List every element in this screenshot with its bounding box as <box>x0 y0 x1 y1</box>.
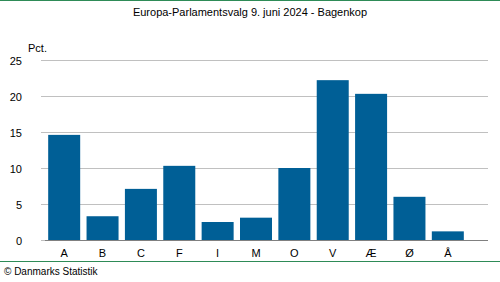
bar <box>202 222 234 240</box>
y-tick-label: 0 <box>16 235 22 247</box>
x-tick-label: M <box>251 247 260 259</box>
title: Europa-Parlamentsvalg 9. juni 2024 - Bag… <box>133 6 367 18</box>
bar <box>48 135 80 240</box>
x-tick-label: Å <box>444 247 452 259</box>
grid-line <box>45 240 488 241</box>
y-tick-label: 15 <box>10 127 22 139</box>
bar <box>355 94 387 240</box>
x-tick-label: Æ <box>366 247 377 259</box>
y-tick-label: 25 <box>10 55 22 67</box>
x-tick-label: A <box>61 247 69 259</box>
x-tick-label: Ø <box>405 247 414 259</box>
frame-bottom <box>0 261 500 262</box>
grid-line <box>45 96 488 97</box>
grid-line <box>45 132 488 133</box>
bar <box>393 197 425 240</box>
frame-top <box>0 0 500 1</box>
bar <box>240 218 272 240</box>
x-tick-label: O <box>290 247 299 259</box>
y-tick <box>41 240 45 241</box>
x-tick-label: I <box>216 247 219 259</box>
grid-line <box>45 168 488 169</box>
y-tick-label: 5 <box>16 199 22 211</box>
chart-svg: Europa-Parlamentsvalg 9. juni 2024 - Bag… <box>0 0 500 282</box>
source-note: © Danmarks Statistik <box>4 266 99 277</box>
y-tick <box>41 60 45 61</box>
y-label: Pct. <box>28 42 47 54</box>
bar <box>432 231 464 240</box>
bars <box>48 80 464 240</box>
bar <box>87 216 119 240</box>
y-tick <box>41 132 45 133</box>
x-axis <box>45 240 488 241</box>
x-tick-label: V <box>329 247 337 259</box>
x-tick-label: F <box>176 247 183 259</box>
grid-line <box>45 60 488 61</box>
bar <box>125 189 157 240</box>
bar <box>278 168 310 240</box>
chart-container: Europa-Parlamentsvalg 9. juni 2024 - Bag… <box>0 0 500 282</box>
x-tick-label: B <box>99 247 106 259</box>
x-tick-label: C <box>137 247 145 259</box>
y-tick <box>41 96 45 97</box>
y-tick <box>41 168 45 169</box>
y-tick-label: 20 <box>10 91 22 103</box>
y-tick-label: 10 <box>10 163 22 175</box>
bar <box>163 166 195 240</box>
bar <box>317 80 349 240</box>
y-tick <box>41 204 45 205</box>
